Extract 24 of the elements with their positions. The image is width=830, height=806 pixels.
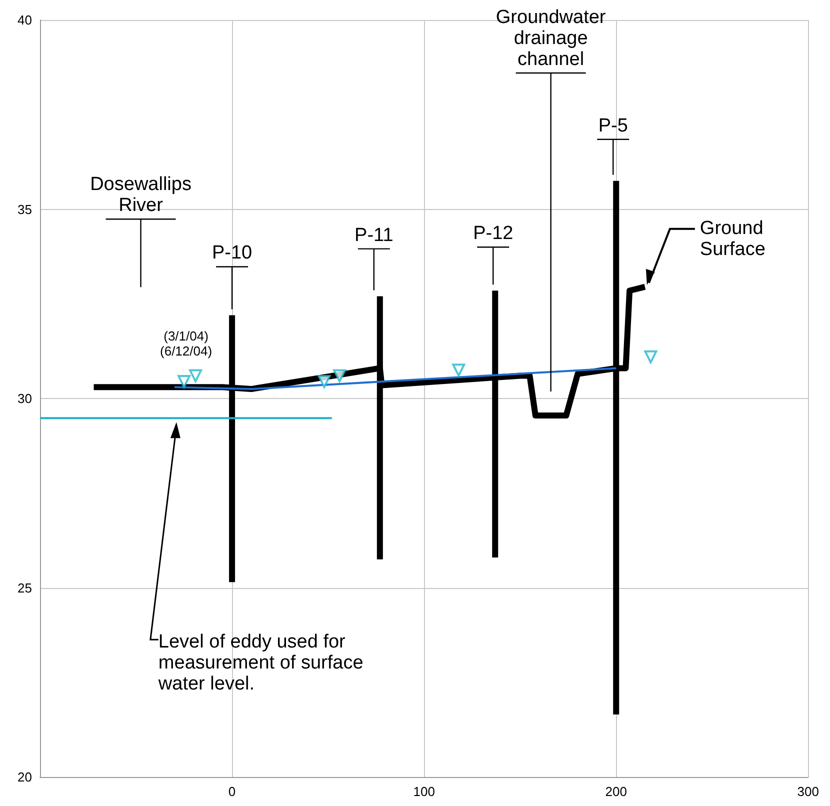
point — [452, 364, 466, 377]
point — [644, 350, 658, 364]
y-tick-label: 35 — [18, 202, 32, 217]
y-tick-label: 30 — [18, 391, 32, 406]
point — [189, 369, 202, 382]
x-tick-label: 100 — [413, 784, 435, 799]
annotation: P-5 — [598, 115, 628, 136]
annotation: Dosewallips River — [90, 174, 192, 216]
y-tick-label: 40 — [18, 12, 32, 28]
y-tick-label: 20 — [18, 770, 32, 784]
point — [333, 369, 346, 382]
annotation: P-10 — [212, 242, 252, 264]
point — [178, 374, 191, 388]
x-tick-label: 300 — [797, 784, 820, 799]
x-tick-label: 0 — [228, 784, 236, 799]
annotation: P-11 — [354, 224, 394, 246]
annotation: Level of eddy used for measurement of surface water level. — [157, 632, 364, 695]
annotation: (3/1/04) (6/12/04) — [160, 328, 212, 358]
annotation: Groundwater drainage channel — [496, 7, 606, 70]
y-tick-label: 25 — [18, 580, 32, 596]
point — [318, 374, 331, 388]
annotation: Ground Surface — [700, 218, 766, 260]
x-tick-label: 200 — [605, 784, 627, 799]
annotation: P-12 — [473, 223, 514, 244]
